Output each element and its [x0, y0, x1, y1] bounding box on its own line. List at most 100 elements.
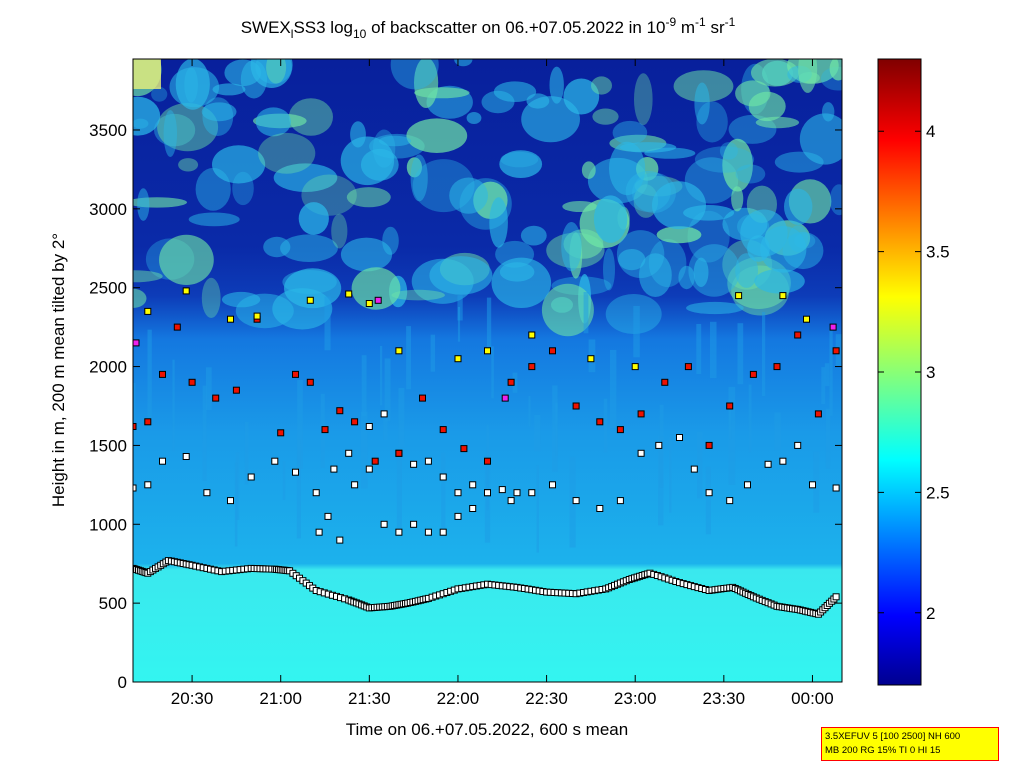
cloud-patch [195, 167, 231, 211]
yellow-square-marker [484, 347, 491, 355]
cloud-patch [625, 170, 671, 212]
aerosol-streak [737, 323, 744, 385]
yellow-square-marker [306, 296, 314, 304]
white-square-marker [271, 457, 279, 465]
colorbar-tick-label: 4 [926, 122, 935, 141]
white-square-marker [454, 512, 462, 520]
red-square-marker [306, 378, 314, 386]
yellow-square-marker [227, 315, 234, 323]
white-square-marker [247, 473, 255, 481]
cloud-patch [137, 188, 150, 221]
yellow-square-marker [144, 307, 152, 315]
white-square-marker [439, 473, 447, 481]
aerosol-streak [512, 372, 518, 393]
aerosol-streak [380, 345, 383, 406]
white-square-marker [454, 489, 462, 497]
cloud-patch [340, 237, 393, 272]
aerosol-streak [534, 414, 541, 452]
cloud-patch [151, 86, 168, 102]
aerosol-streak [361, 355, 367, 417]
aerosol-streak [774, 412, 781, 451]
cloud-patch [612, 120, 648, 145]
title-sup2: -1 [695, 15, 706, 29]
aerosol-streak [457, 307, 461, 342]
cloud-patch [288, 98, 333, 136]
aerosol-streak [235, 452, 240, 520]
cloud-patch [201, 277, 221, 318]
cloud-patch [232, 171, 254, 206]
white-square-marker [395, 528, 403, 536]
cloud-patch [829, 184, 842, 216]
cloud-patch [449, 177, 488, 214]
red-square-marker [684, 363, 692, 371]
red-square-marker [572, 402, 580, 410]
cloud-patch [633, 184, 659, 218]
aerosol-streak [728, 386, 736, 485]
white-square-marker [315, 528, 323, 536]
cloud-patch [799, 113, 842, 165]
red-square-marker [133, 423, 137, 430]
cloud-patch [686, 301, 744, 315]
yellow-square-marker [365, 300, 373, 307]
aerosol-streak [824, 363, 830, 387]
cloud-patch [406, 118, 468, 153]
white-square-marker [528, 489, 536, 497]
white-square-marker [439, 528, 447, 536]
colorbar-tick-label: 2.5 [926, 483, 950, 502]
x-tick-label: 23:30 [703, 689, 746, 708]
yellow-square-marker [395, 347, 403, 355]
white-square-marker [312, 489, 320, 497]
aerosol-streak [282, 461, 286, 500]
info-line-1: 3.5XEFUV 5 [100 2500] NH 600 [825, 731, 961, 742]
cloud-patch [829, 59, 842, 81]
yellow-square-marker [454, 355, 462, 363]
cloud-patch [466, 112, 482, 124]
y-tick-label: 0 [118, 673, 127, 692]
title-unit-sr: sr [706, 18, 725, 37]
aerosol-streak [710, 321, 717, 379]
aerosol-streak [610, 350, 617, 429]
white-square-marker [764, 460, 772, 468]
white-square-marker [227, 497, 234, 505]
red-square-marker [173, 323, 181, 331]
cloud-patch [656, 226, 702, 244]
red-square-marker [507, 378, 515, 386]
x-axis: 20:30 21:00 21:30 22:00 22:30 23:00 23:30 00:00 [171, 59, 834, 708]
red-square-marker [616, 426, 624, 434]
cloud-patch [619, 142, 677, 153]
aerosol-streak [398, 387, 405, 448]
cloud-patch [678, 265, 695, 290]
yellow-square-marker [631, 363, 639, 371]
yellow-square-marker [587, 355, 595, 363]
white-square-marker [380, 410, 388, 418]
aerosol-streak [324, 296, 331, 351]
cloud-patch [634, 73, 653, 126]
white-square-marker [203, 489, 211, 497]
plot-frame [132, 58, 843, 683]
cloud-patch [609, 141, 646, 196]
cloud-patch [163, 110, 177, 157]
magenta-square-marker [829, 323, 837, 331]
aerosol-streak [205, 367, 212, 411]
white-square-marker [655, 441, 663, 449]
cloud-patch [224, 59, 262, 87]
cloud-patch [735, 164, 766, 184]
cloud-patch [822, 102, 835, 122]
colorbar-tick-label: 3 [926, 363, 935, 382]
title-sub2: 10 [353, 27, 367, 41]
chart-title: SWEXlSS3 log10 of backscatter on 06.+07.… [241, 15, 736, 41]
white-square-marker [705, 489, 713, 497]
red-square-marker [637, 410, 645, 418]
cloud-patch [603, 248, 615, 291]
aerosol-streak [633, 306, 640, 358]
cloud-patch [159, 234, 214, 285]
white-square-marker [484, 489, 491, 497]
cloud-patch [133, 197, 187, 208]
cloud-patch [360, 148, 399, 181]
aerosol-streak [441, 452, 446, 531]
cloud-patch [390, 59, 439, 90]
white-square-marker [182, 453, 190, 460]
cloud-patch [255, 107, 291, 137]
aerosol-streak [829, 325, 833, 416]
cloud-patch [639, 253, 672, 297]
